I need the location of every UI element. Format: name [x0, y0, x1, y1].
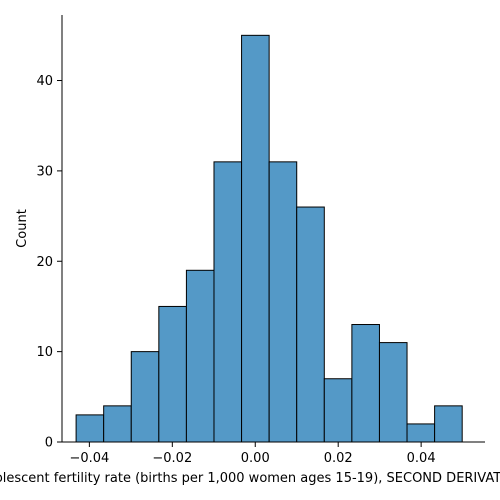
histogram-bar: [241, 34, 270, 443]
x-tick-label: −0.04: [69, 451, 109, 466]
histogram-bar: [130, 351, 160, 443]
histogram-bar: [268, 161, 298, 443]
y-tick-label: 30: [36, 164, 53, 179]
histogram-bar: [351, 324, 380, 443]
y-tick-label: 20: [36, 255, 53, 270]
y-tick-label: 0: [45, 436, 53, 451]
y-axis-label: Count: [15, 209, 30, 248]
x-ticks-group: −0.04 −0.02 0.00 0.02 0.04: [69, 442, 436, 466]
histogram-bar: [75, 414, 105, 443]
histogram-bar: [406, 423, 436, 443]
y-tick-label: 10: [36, 345, 53, 360]
histogram-bar: [158, 305, 187, 443]
histogram-bar: [213, 161, 243, 443]
histogram-bar: [434, 405, 463, 443]
x-tick-label: −0.02: [152, 451, 192, 466]
bars-group: [75, 34, 463, 443]
y-ticks-group: 0 10 20 30 40: [36, 74, 62, 451]
y-tick-label: 40: [36, 74, 53, 89]
x-tick-label: 0.04: [407, 451, 436, 466]
histogram-bar: [185, 269, 215, 443]
histogram-bar: [103, 405, 132, 443]
histogram-bar: [296, 206, 325, 443]
x-axis-label: Adolescent fertility rate (births per 1,…: [0, 471, 500, 486]
histogram-bar: [323, 378, 353, 443]
histogram-bar: [378, 342, 408, 443]
x-tick-label: 0.00: [241, 451, 270, 466]
x-tick-label: 0.02: [324, 451, 353, 466]
